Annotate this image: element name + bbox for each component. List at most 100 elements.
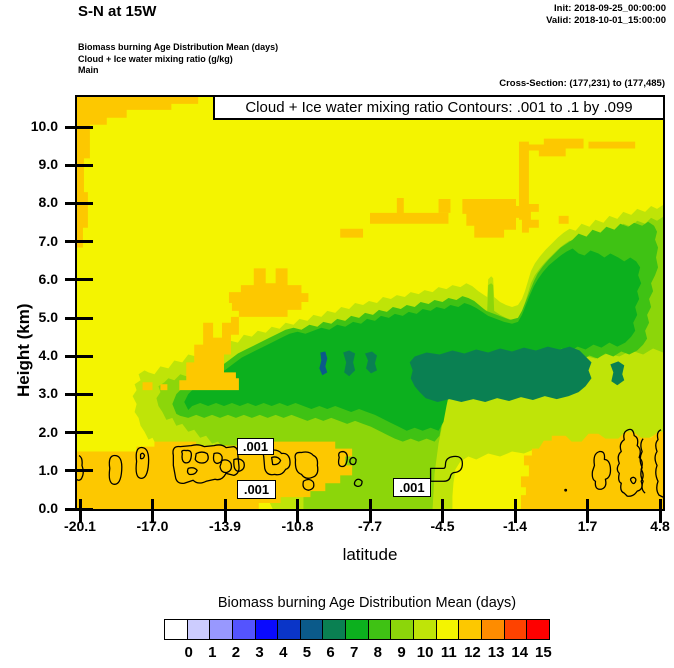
x-tick-label: -10.8 xyxy=(281,518,314,534)
fill-age-6-7-sliver-a xyxy=(343,350,356,377)
cloud-ice-contours xyxy=(77,428,663,498)
y-tick-mark xyxy=(65,316,93,320)
x-tick-label: -20.1 xyxy=(64,518,96,534)
field-line-1: Biomass burning Age Distribution Mean (d… xyxy=(78,42,279,52)
colorbar-cell xyxy=(526,619,550,640)
fill-age-12-13-spot-b xyxy=(160,384,168,391)
y-tick-label: 0.0 xyxy=(38,500,58,516)
y-tick-mark xyxy=(65,354,93,358)
x-tick-label: -7.7 xyxy=(357,518,383,534)
y-tick-label: 2.0 xyxy=(38,423,58,440)
y-tick-label: 3.0 xyxy=(38,385,58,402)
colorbar-cell xyxy=(231,619,256,640)
y-tick-label: 5.0 xyxy=(38,309,58,325)
colorbar-number: 7 xyxy=(350,644,359,661)
y-tick-mark xyxy=(65,201,93,205)
colorbar-number: 10 xyxy=(416,644,434,661)
fill-age-12-13-arm xyxy=(179,316,239,391)
plot-frame xyxy=(75,95,665,511)
colorbar-number: 12 xyxy=(464,644,481,661)
colorbar-number: 2 xyxy=(231,644,241,661)
fill-age-12-13-topright xyxy=(525,138,584,157)
colorbar-number: 0 xyxy=(184,644,193,661)
fill-age-12-13-trapezoid xyxy=(462,199,526,238)
colorbar-cell xyxy=(186,619,211,640)
y-tick-mark xyxy=(65,125,93,129)
y-tick-mark xyxy=(65,278,93,282)
fill-age-12-13-step xyxy=(438,199,451,213)
field-line-2: Cloud + Ice water mixing ratio (g/kg) xyxy=(78,53,233,64)
y-tick-mark xyxy=(65,163,93,167)
colorbar-cell xyxy=(164,619,188,640)
y-tick-label: 9.0 xyxy=(38,156,58,173)
colorbar-cell xyxy=(413,619,437,640)
colorbar xyxy=(164,619,550,640)
colorbar-cell xyxy=(435,619,460,640)
fill-age-12-13-bar xyxy=(370,198,449,224)
colorbar-cell xyxy=(254,619,279,640)
fill-age-12-13-spot-a xyxy=(142,382,153,391)
colorbar-number: 4 xyxy=(279,644,288,661)
y-tick-label: 7.0 xyxy=(38,232,58,249)
fill-age-6-7-sliver-b xyxy=(365,351,377,374)
fill-age-12-13-topleft xyxy=(77,97,199,248)
colorbar-number: 14 xyxy=(511,644,529,661)
fill-age-12-13-topedge xyxy=(588,141,636,149)
fill-age-12-13-bottomright xyxy=(520,431,663,509)
colorbar-number: 6 xyxy=(326,644,335,661)
x-tick-label: -4.5 xyxy=(430,518,455,534)
contour-label-001-b: .001 xyxy=(237,480,276,499)
colorbar-number: 15 xyxy=(535,644,552,661)
x-tick-mark xyxy=(441,499,444,523)
x-tick-mark xyxy=(513,499,517,523)
x-tick-mark xyxy=(658,499,662,523)
colorbar-title: Biomass burning Age Distribution Mean (d… xyxy=(217,595,517,611)
x-tick-label: -17.0 xyxy=(136,518,169,534)
run-times: Init: 2018-09-25_00:00:00 Valid: 2018-10… xyxy=(546,3,666,27)
y-tick-mark xyxy=(65,392,93,396)
x-axis-title: latitude xyxy=(342,545,398,564)
x-tick-mark xyxy=(368,499,372,523)
y-tick-label: 8.0 xyxy=(38,194,58,211)
colorbar-number: 11 xyxy=(440,644,457,661)
colorbar-cell xyxy=(480,619,505,640)
y-tick-label: 4.0 xyxy=(38,347,58,364)
valid-time: Valid: 2018-10-01_15:00:00 xyxy=(546,15,666,26)
x-tick-mark xyxy=(151,499,154,523)
y-tick-label: 6.0 xyxy=(38,270,58,287)
fill-age-6-7-core xyxy=(409,346,592,403)
contour-fill-plot xyxy=(77,97,663,509)
x-tick-label: 1.7 xyxy=(577,518,598,534)
colorbar-cell xyxy=(209,619,233,640)
y-tick-label: 10.0 xyxy=(30,118,58,134)
colorbar-number: 1 xyxy=(208,644,217,661)
contour-label-001-c: .001 xyxy=(393,478,431,497)
contour-info-box: Cloud + Ice water mixing ratio Contours:… xyxy=(213,95,665,120)
colorbar-cell xyxy=(345,619,369,640)
init-time: Init: 2018-09-25_00:00:00 xyxy=(554,3,666,14)
x-tick-label: -13.9 xyxy=(209,518,241,534)
fill-age-7-8 xyxy=(184,248,642,431)
y-tick-mark xyxy=(65,240,93,244)
colorbar-number: 8 xyxy=(373,644,383,661)
cross-section-coords: Cross-Section: (177,231) to (177,485) xyxy=(499,78,665,89)
contour-label-001-a: .001 xyxy=(237,438,274,455)
fill-age-12-13-blob xyxy=(228,268,309,317)
colorbar-number: 13 xyxy=(487,644,505,661)
field-description: Biomass burning Age Distribution Mean (d… xyxy=(78,42,278,77)
colorbar-cell xyxy=(299,619,324,640)
fill-age-12-13-square xyxy=(558,215,569,224)
x-tick-mark xyxy=(586,499,589,523)
colorbar-cell xyxy=(390,619,415,640)
colorbar-number: 9 xyxy=(397,644,406,661)
y-tick-mark xyxy=(65,431,93,435)
x-tick-label: 4.8 xyxy=(650,518,670,534)
y-tick-mark xyxy=(65,469,93,473)
colorbar-number: 5 xyxy=(302,644,312,661)
fill-age-12-13-bottomleft xyxy=(77,441,353,509)
x-tick-mark xyxy=(78,499,82,523)
field-line-3: Main xyxy=(78,65,99,75)
colorbar-cell xyxy=(503,619,528,640)
colorbar-cell xyxy=(277,619,301,640)
